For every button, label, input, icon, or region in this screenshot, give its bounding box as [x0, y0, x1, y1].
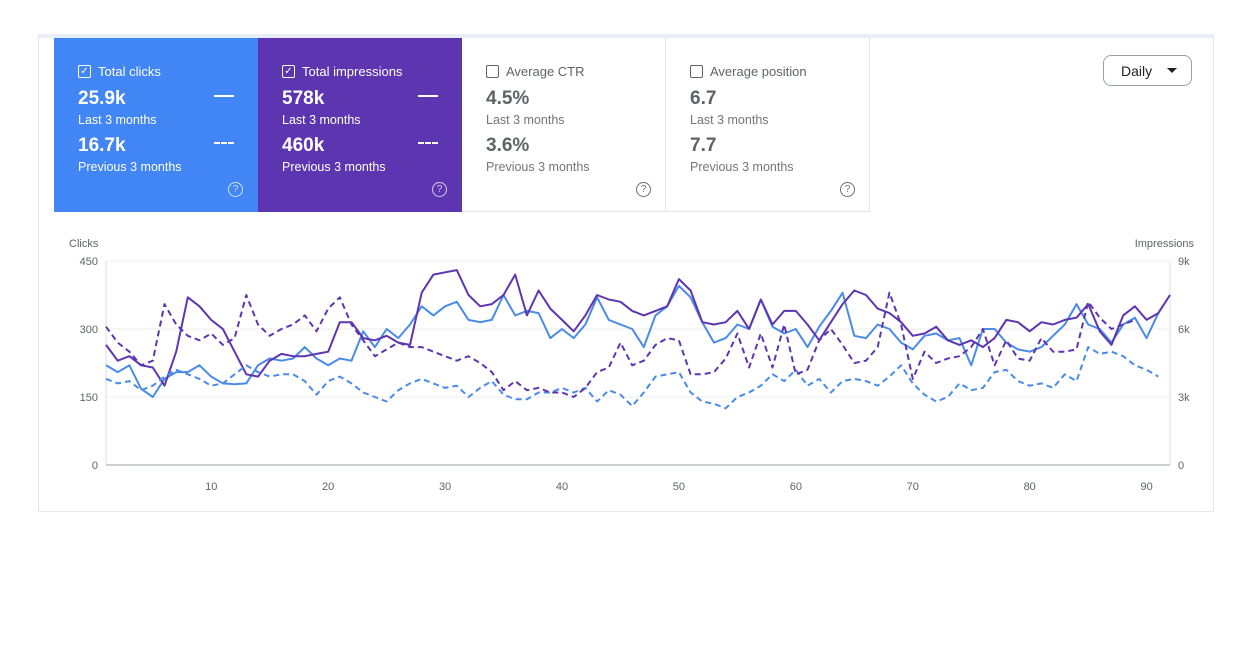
x-tick-label: 10: [205, 481, 217, 493]
y-left-axis-label: Clicks: [69, 238, 99, 250]
y-left-tick-label: 150: [80, 392, 98, 404]
y-left-tick-label: 450: [80, 256, 98, 268]
y-left-tick-label: 300: [80, 324, 98, 336]
x-tick-label: 40: [556, 481, 568, 493]
x-tick-label: 30: [439, 481, 451, 493]
y-right-tick-label: 6k: [1178, 324, 1190, 336]
x-tick-label: 90: [1140, 481, 1152, 493]
x-tick-label: 50: [673, 481, 685, 493]
x-tick-label: 80: [1024, 481, 1036, 493]
performance-chart: 0 0 150 3k 300 6k 450 9k Clicks Impressions 10 20 30…: [39, 38, 1213, 512]
clicks-solid-series-line: [106, 286, 1158, 397]
x-tick-label: 60: [790, 481, 802, 493]
y-left-tick-label: 0: [92, 460, 98, 472]
y-right-tick-label: 9k: [1178, 256, 1190, 268]
y-right-tick-label: 0: [1178, 460, 1184, 472]
clicks-dashed-series-line: [106, 347, 1158, 408]
y-right-axis-label: Impressions: [1135, 238, 1195, 250]
impressions-solid-series-line: [106, 270, 1170, 386]
x-tick-label: 20: [322, 481, 334, 493]
x-tick-label: 70: [907, 481, 919, 493]
y-right-tick-label: 3k: [1178, 392, 1190, 404]
performance-panel: ✓ Total clicks 25.9k Last 3 months 16.7k…: [38, 34, 1214, 512]
